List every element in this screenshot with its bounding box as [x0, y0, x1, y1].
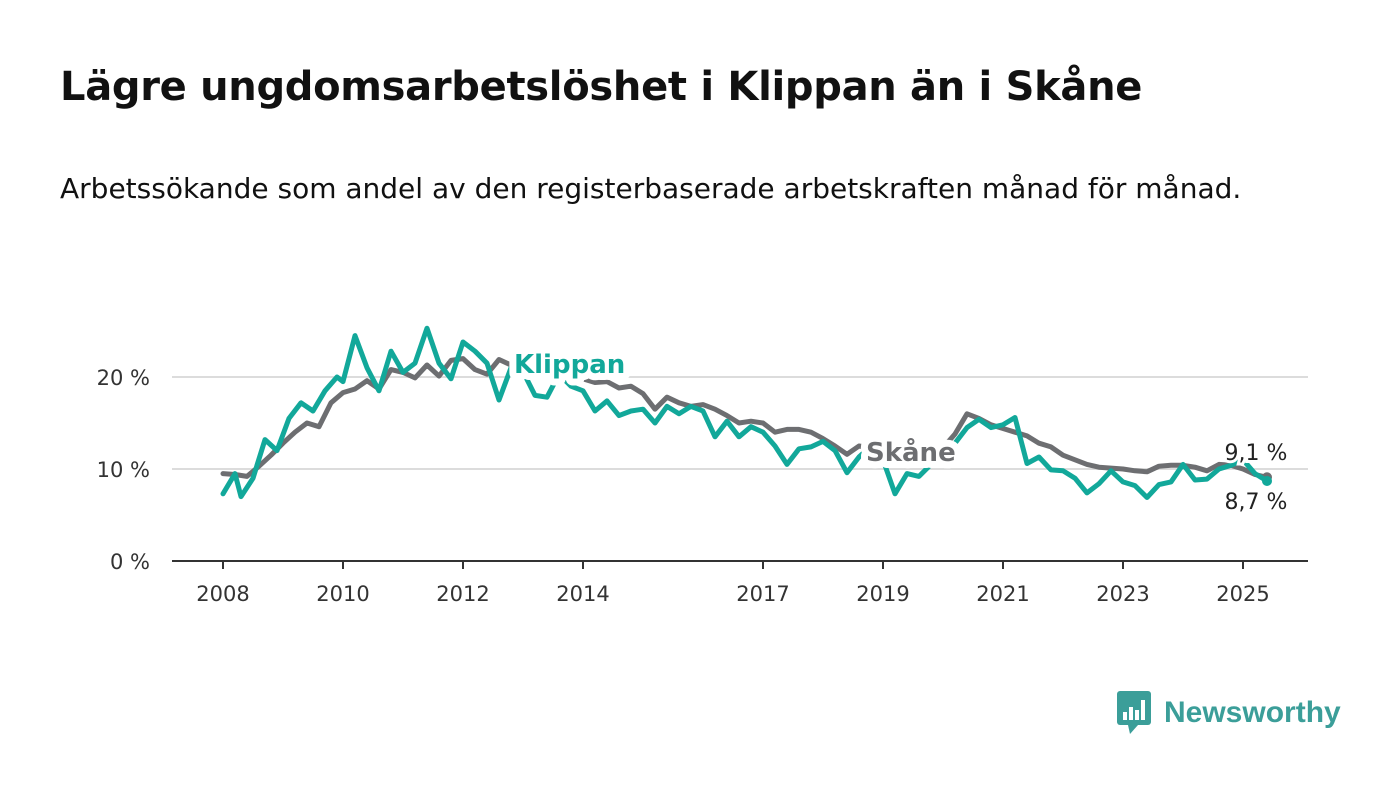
x-tick-label-2010: 2010 [316, 582, 369, 606]
end-label-klippan: 8,7 % [1225, 490, 1288, 515]
series-lines [220, 325, 1272, 500]
x-axis-ticks: 2008 2010 2012 2014 2017 2019 2021 2023 2025 [196, 561, 1270, 606]
y-tick-label-20: 20 % [97, 366, 150, 390]
series-line-skane [220, 356, 1270, 480]
series-label-skane: Skåne [866, 436, 956, 468]
newsworthy-logo: Newsworthy [1116, 690, 1341, 736]
end-label-skane: 9,1 % [1225, 441, 1288, 466]
y-axis-ticks: 0 % 10 % 20 % [97, 366, 150, 574]
x-tick-label-2012: 2012 [436, 582, 489, 606]
y-tick-label-10: 10 % [97, 458, 150, 482]
x-tick-label-2014: 2014 [556, 582, 609, 606]
series-labels: Klippan Skåne 9,1 % 8,7 % [507, 343, 1290, 518]
chart-subtitle: Arbetssökande som andel av den registerb… [60, 172, 1242, 205]
series-line-klippan [220, 325, 1270, 500]
end-point-klippan [1262, 475, 1272, 486]
chart-title: Lägre ungdomsarbetslöshet i Klippan än i… [60, 64, 1143, 110]
series-label-klippan: Klippan [514, 350, 625, 380]
bar-chart-speech-bubble-icon [1117, 691, 1151, 734]
x-tick-label-2023: 2023 [1096, 582, 1149, 606]
x-tick-label-2019: 2019 [856, 582, 909, 606]
x-tick-label-2017: 2017 [736, 582, 789, 606]
line-chart: 0 % 10 % 20 % 2008 2010 2012 2014 2017 2019 2021… [97, 325, 1308, 606]
brand-name: Newsworthy [1164, 696, 1341, 729]
x-tick-label-2025: 2025 [1216, 582, 1269, 606]
x-tick-label-2021: 2021 [976, 582, 1029, 606]
x-tick-label-2008: 2008 [196, 582, 249, 606]
y-tick-label-0: 0 % [110, 550, 150, 574]
